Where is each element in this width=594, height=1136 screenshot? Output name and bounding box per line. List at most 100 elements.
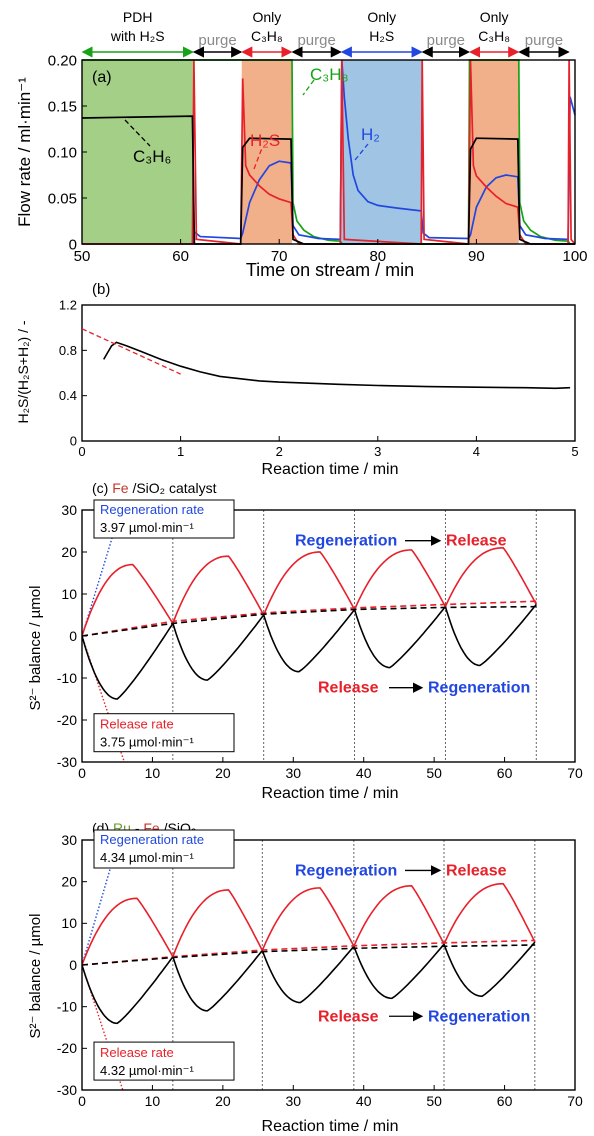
- phase-label-1: purge: [198, 32, 236, 49]
- catalyst-dash: -: [135, 820, 140, 836]
- red-cycle-1: [172, 889, 264, 957]
- phase-label-0-line2: with H₂S: [110, 28, 165, 44]
- series-line-a-2: [82, 59, 576, 245]
- axis-d-plot-ytick-label-4: 10: [61, 915, 77, 931]
- axis-d-plot-xtick-label-1: 10: [145, 1093, 161, 1109]
- red-trend-line: [82, 600, 540, 637]
- phase-shade-6: [469, 60, 519, 244]
- regeneration-rate-title: Regeneration rate: [100, 502, 204, 517]
- a-xtick-label-2: 70: [271, 248, 288, 265]
- axis-d-plot-ytick-label-0: -30: [57, 1082, 77, 1098]
- regeneration-rate-box: Regeneration rate 4.34 µmol·min⁻¹: [93, 829, 235, 869]
- red-cycle-1: [172, 555, 265, 624]
- a-xtick-label-0: 50: [74, 248, 91, 265]
- axis-d-plot-xtick-label-6: 60: [497, 1093, 513, 1109]
- series-line-b-1: [81, 328, 181, 375]
- x-axis-label-d: Reaction time / min: [262, 1118, 399, 1135]
- axis-c-plot-ytick-label-0: -30: [57, 754, 77, 770]
- axis-c-plot-ytick-label-2: -10: [57, 670, 77, 686]
- phase-label-4-line1: Only: [367, 9, 396, 25]
- annotation-c3h6: C₃H₆: [133, 147, 171, 166]
- axis-c-plot-ytick-label-5: 20: [61, 544, 77, 560]
- regeneration-rate-title: Regeneration rate: [100, 832, 204, 847]
- panel-label-a: (a): [92, 69, 112, 86]
- black-cycle-2: [261, 945, 355, 1004]
- regeneration-rate-value: 4.34 µmol·min⁻¹: [100, 850, 194, 865]
- regeneration-rate-box: Regeneration rate 3.97 µmol·min⁻¹: [93, 499, 235, 539]
- plot-clip-group: [82, 510, 540, 762]
- ratio-series: [81, 328, 571, 390]
- black-cycle-3: [353, 943, 445, 1000]
- b-ytick-label-3: 1.2: [59, 298, 77, 313]
- black-cycle-4: [444, 603, 537, 667]
- b-frame: [81, 304, 576, 442]
- axis-c-plot-xtick-label-0: 0: [78, 765, 86, 781]
- a-ytick-label-3: 0.15: [48, 98, 77, 115]
- phase-label-4-line2: H₂S: [369, 28, 394, 44]
- release-rate-box: Release rate 4.32 µmol·min⁻¹: [93, 1041, 235, 1081]
- black-cycle-1: [172, 614, 265, 681]
- b-ytick-label-1: 0.4: [59, 388, 77, 403]
- red-cycle-3: [353, 549, 447, 610]
- red-cycle-4: [443, 883, 536, 945]
- phase-label-6-line2: C₃H₈: [478, 28, 510, 44]
- release-rate-frame: [93, 1041, 235, 1081]
- red-cycle-4: [444, 546, 538, 607]
- axis-d-plot-xtick-label-2: 20: [215, 1093, 231, 1109]
- annotation-regeneration-bottom: Regeneration: [428, 680, 530, 697]
- axis-c-plot-xtick-label-4: 40: [356, 765, 372, 781]
- release-rate-title: Release rate: [100, 717, 174, 732]
- phase-arrows: PDH with H₂S purge Only C₃H₈ purge Only H₂S purg…: [81, 9, 570, 58]
- red-cycle-2: [262, 551, 356, 616]
- y-axis-label-c: S²⁻ balance / µmol: [27, 586, 44, 711]
- panel-d-sulfur-balance-rufe: (d) Ru - Fe /SiO₂ 0 10 20 30 40 50 60 70-30-20-…: [27, 820, 583, 1135]
- black-trend-line: [82, 605, 540, 637]
- phase-label-3: purge: [297, 32, 335, 49]
- annotation-release-top: Release: [446, 533, 507, 550]
- black-cycle-1: [172, 949, 263, 1012]
- release-rate-value: 3.75 µmol·min⁻¹: [100, 735, 194, 750]
- axis-c-plot-xtick-label-1: 10: [145, 765, 161, 781]
- release-rate-value: 4.32 µmol·min⁻¹: [100, 1063, 194, 1078]
- axis-c-plot-ytick-label-3: 0: [69, 628, 77, 644]
- b-xtick-label-1: 1: [177, 444, 184, 459]
- panel-c-sulfur-balance-fe: (c) Fe /SiO₂ catalyst 0 10 20 30 40 50 60 70 -30…: [27, 480, 583, 802]
- axis-c-plot-xtick-label-3: 30: [285, 765, 301, 781]
- phase-label-2-line2: C₃H₈: [251, 28, 283, 44]
- axis-c-plot-xtick-label-7: 70: [567, 765, 583, 781]
- a-ytick-label-4: 0.20: [48, 52, 77, 69]
- axis-d-plot-ytick-label-6: 30: [61, 832, 77, 848]
- annotation-h2: H₂: [361, 125, 380, 144]
- catalyst-fe: Fe: [112, 480, 129, 496]
- phase-label-5: purge: [427, 32, 465, 49]
- y-axis-label-d: S²⁻ balance / µmol: [27, 914, 44, 1039]
- black-trend-line: [82, 944, 535, 966]
- axis-c-plot-xtick-label-6: 60: [497, 765, 513, 781]
- a-ytick-label-0: 0: [69, 236, 77, 253]
- a-xtick-label-3: 80: [369, 248, 386, 265]
- a-xtick-label-4: 90: [468, 248, 485, 265]
- annotation-release-bottom: Release: [318, 1008, 379, 1025]
- annotation-release-bottom: Release: [318, 680, 379, 697]
- axis-c-plot-ytick-label-1: -20: [57, 712, 77, 728]
- black-cycle-2: [262, 609, 356, 673]
- axis-d-plot-ytick-label-1: -20: [57, 1040, 77, 1056]
- plot-d: 0 10 20 30 40 50 60 70 -30 -20 -10 0 10 20 30 Regenerat…: [57, 829, 583, 1109]
- release-rate-title: Release rate: [100, 1045, 174, 1060]
- red-cycle-3: [353, 884, 445, 947]
- regeneration-rate-frame: [93, 499, 235, 539]
- phase-label-6-line1: Only: [480, 9, 509, 25]
- a-ytick-label-1: 0.05: [48, 190, 77, 207]
- phase-shade-4: [341, 60, 423, 244]
- annotation-c3h8: C₃H₈: [310, 65, 349, 84]
- a-xtick-label-1: 60: [172, 248, 189, 265]
- annotation-regeneration-bottom: Regeneration: [428, 1008, 530, 1025]
- phase-shading: [82, 60, 519, 244]
- phase-shade-0: [82, 60, 194, 244]
- red-cycle-0: [82, 563, 174, 637]
- annotation-release-top: Release: [446, 862, 507, 879]
- axis-d-plot-ytick-label-5: 20: [61, 874, 77, 890]
- axis-d-plot-xtick-label-4: 40: [356, 1093, 372, 1109]
- annotation-regeneration-top: Regeneration: [295, 533, 397, 550]
